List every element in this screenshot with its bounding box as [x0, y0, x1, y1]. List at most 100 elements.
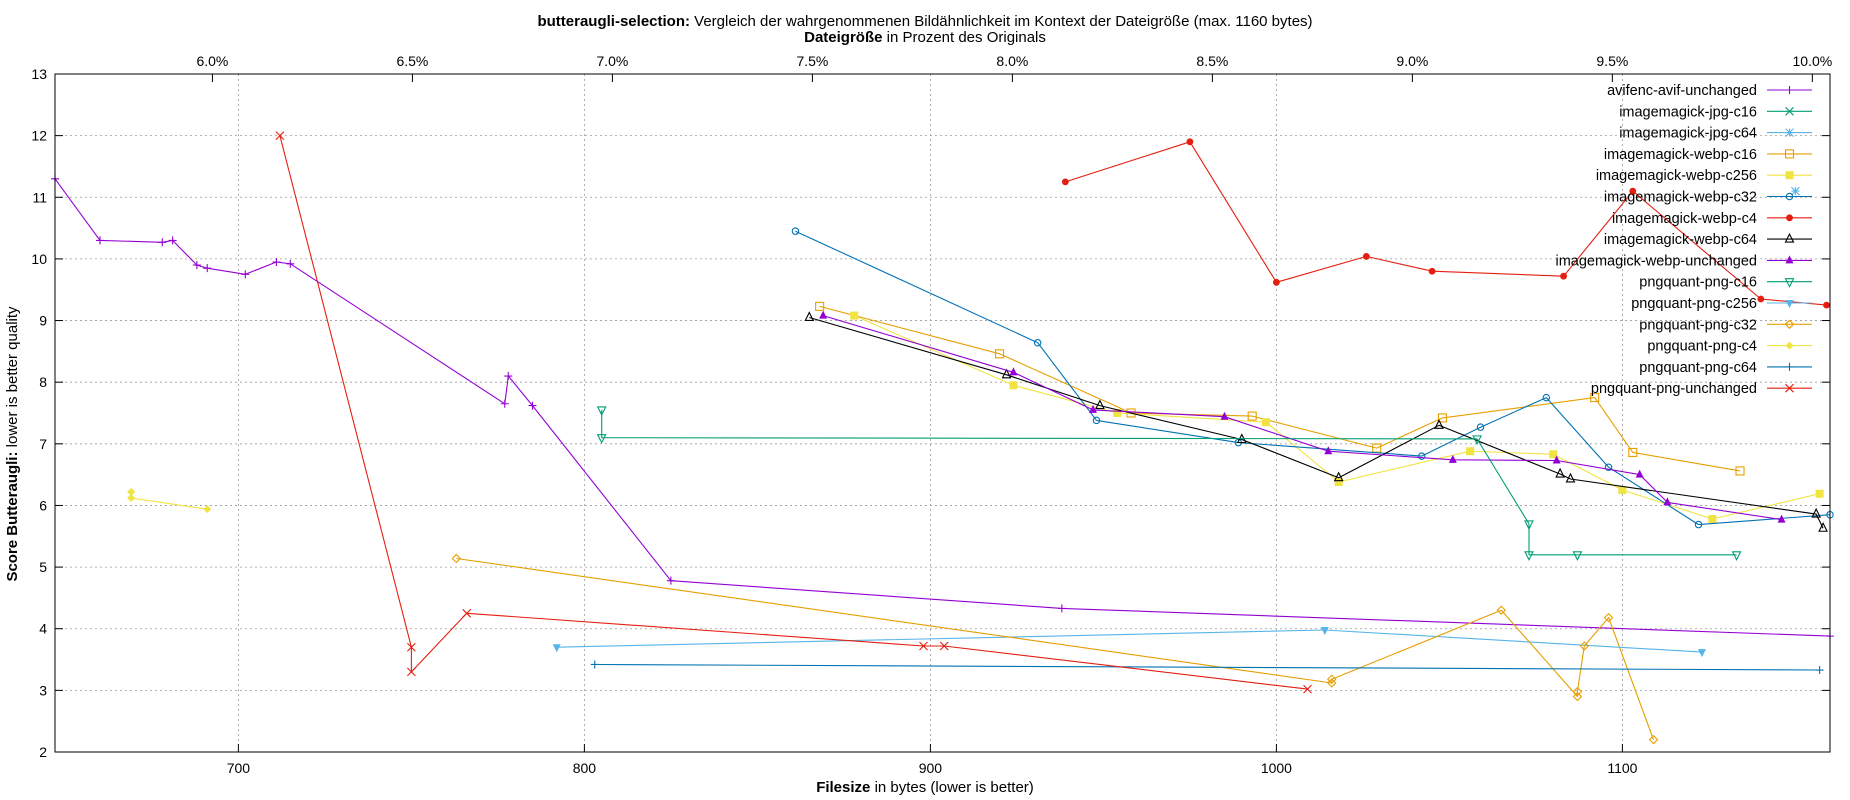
x2-tick-label: 6.0% [196, 53, 228, 69]
y-tick-label: 2 [39, 744, 47, 760]
data-point-avifenc-avif-unchanged [272, 257, 281, 266]
data-point-pngquant-png-c64 [1815, 666, 1824, 675]
data-point-imagemagick-webp-unchanged [1220, 411, 1229, 420]
data-point-imagemagick-webp-unchanged [1635, 469, 1644, 478]
data-point-imagemagick-webp-c32 [1092, 416, 1101, 425]
legend-entry-imagemagick-webp-c64: imagemagick-webp-c64 [1604, 232, 1812, 248]
series-imagemagick-webp-unchanged [819, 310, 1786, 523]
data-point-imagemagick-webp-unchanged [1777, 514, 1786, 523]
data-point-imagemagick-webp-c32 [1542, 393, 1551, 402]
data-point-pngquant-png-c16 [1572, 551, 1583, 561]
data-point-pngquant-png-unchanged [406, 642, 416, 652]
x2-tick-label: 8.5% [1196, 53, 1228, 69]
x2-tick-label: 10.0% [1793, 53, 1833, 69]
data-point-avifenc-avif-unchanged [95, 236, 104, 245]
data-point-imagemagick-webp-c64 [804, 311, 815, 322]
data-point-imagemagick-webp-c256 [1549, 450, 1558, 459]
data-point-imagemagick-webp-c64 [1333, 471, 1344, 482]
data-point-imagemagick-webp-c256 [1618, 486, 1627, 495]
data-point-pngquant-png-unchanged [406, 667, 416, 677]
legend-label: imagemagick-jpg-c64 [1619, 126, 1757, 142]
y-tick-label: 5 [39, 559, 47, 575]
data-point-imagemagick-webp-c64 [1095, 399, 1105, 410]
legend-entry-imagemagick-webp-c32: imagemagick-webp-c32 [1604, 190, 1812, 206]
legend-marker [1784, 319, 1795, 330]
legend-label: imagemagick-webp-c16 [1604, 147, 1757, 163]
series-pngquant-png-unchanged [275, 131, 1312, 694]
data-point-imagemagick-webp-c4 [1186, 138, 1194, 146]
data-point-pngquant-png-c32 [1326, 678, 1337, 688]
data-point-imagemagick-webp-c256 [1113, 409, 1122, 417]
data-point-imagemagick-webp-unchanged [1448, 454, 1457, 463]
legend-marker [1785, 341, 1794, 350]
data-point-pngquant-png-unchanged [939, 641, 949, 651]
series-line-imagemagick-webp-unchanged [822, 315, 1782, 521]
series-line-imagemagick-webp-c32 [795, 230, 1831, 526]
data-point-pngquant-png-c4 [203, 505, 212, 514]
data-point-imagemagick-webp-c16 [1735, 466, 1745, 476]
data-point-imagemagick-webp-unchanged [1324, 446, 1333, 455]
legend-marker [1785, 383, 1794, 393]
series-pngquant-png-c16 [596, 406, 1742, 561]
data-point-imagemagick-webp-c64 [1818, 522, 1828, 532]
data-point-imagemagick-webp-c256 [1815, 489, 1824, 498]
data-point-pngquant-png-c16 [1524, 551, 1534, 561]
chart-title: butteraugli-selection: Vergleich der wah… [537, 13, 1312, 30]
data-point-avifenc-avif-unchanged [528, 401, 537, 410]
data-point-imagemagick-webp-c32 [1604, 463, 1613, 471]
data-point-pngquant-png-c256 [1697, 649, 1706, 658]
data-point-imagemagick-webp-c64 [1555, 467, 1566, 478]
data-point-imagemagick-webp-c4 [1560, 272, 1567, 280]
data-point-pngquant-png-unchanged [1303, 684, 1312, 694]
series-pngquant-png-c4 [127, 487, 212, 514]
data-point-imagemagick-webp-c256 [1009, 381, 1018, 390]
data-point-pngquant-png-c32 [1326, 674, 1337, 685]
data-point-imagemagick-webp-c256 [1262, 418, 1271, 427]
data-point-imagemagick-webp-unchanged [1089, 404, 1098, 413]
x-tick-label: 1000 [1261, 760, 1292, 776]
data-point-avifenc-avif-unchanged [666, 576, 675, 585]
legend-entry-imagemagick-jpg-c64: imagemagick-jpg-c64 [1619, 126, 1812, 142]
data-point-avifenc-avif-unchanged [504, 372, 513, 381]
legend-label: imagemagick-jpg-c16 [1619, 104, 1757, 120]
y-tick-label: 9 [39, 313, 47, 329]
series-line-avifenc-avif-unchanged [54, 178, 1831, 637]
data-point-avifenc-avif-unchanged [286, 259, 295, 268]
legend-entry-imagemagick-webp-c256: imagemagick-webp-c256 [1596, 168, 1812, 184]
data-point-pngquant-png-c256 [1320, 626, 1329, 635]
legend-marker [1786, 214, 1793, 222]
data-point-avifenc-avif-unchanged [500, 399, 509, 408]
x2-tick-label: 7.0% [596, 53, 628, 69]
legend-marker [1784, 278, 1795, 288]
series-imagemagick-webp-c32 [791, 227, 1834, 529]
x2-tick-label: 8.0% [996, 53, 1028, 69]
data-point-pngquant-png-unchanged [919, 641, 928, 651]
x2-tick-label: 6.5% [396, 53, 428, 69]
series-imagemagick-jpg-c64 [1791, 186, 1800, 196]
data-point-imagemagick-webp-c4 [1823, 301, 1830, 309]
legend-entry-pngquant-png-c16: pngquant-png-c16 [1639, 275, 1812, 291]
data-point-imagemagick-webp-unchanged [1009, 367, 1018, 376]
data-point-imagemagick-webp-c64 [1434, 419, 1444, 429]
data-point-imagemagick-webp-c16 [995, 349, 1005, 359]
x2-tick-label: 9.5% [1596, 53, 1628, 69]
y-tick-label: 3 [39, 682, 47, 698]
legend-marker [1785, 171, 1794, 180]
x-tick-label: 900 [919, 760, 943, 776]
data-point-pngquant-png-c16 [1731, 551, 1742, 561]
legend-marker [1785, 128, 1794, 137]
legend-marker [1785, 255, 1794, 264]
x-tick-label: 800 [573, 760, 597, 776]
data-point-imagemagick-webp-c16 [1372, 443, 1382, 453]
y-tick-label: 10 [31, 251, 47, 267]
legend: avifenc-avif-unchanged imagemagick-jpg-c1… [1555, 83, 1812, 397]
data-point-avifenc-avif-unchanged [203, 264, 212, 273]
data-point-imagemagick-webp-c16 [1628, 447, 1638, 457]
legend-label: imagemagick-webp-unchanged [1555, 253, 1757, 269]
series-pngquant-png-c256 [552, 626, 1706, 658]
data-point-imagemagick-webp-c4 [1061, 178, 1069, 186]
y-tick-label: 13 [31, 66, 47, 82]
data-point-imagemagick-webp-c64 [1001, 368, 1012, 379]
legend-label: pngquant-png-c64 [1639, 360, 1757, 376]
series-line-pngquant-png-c32 [456, 557, 1655, 740]
